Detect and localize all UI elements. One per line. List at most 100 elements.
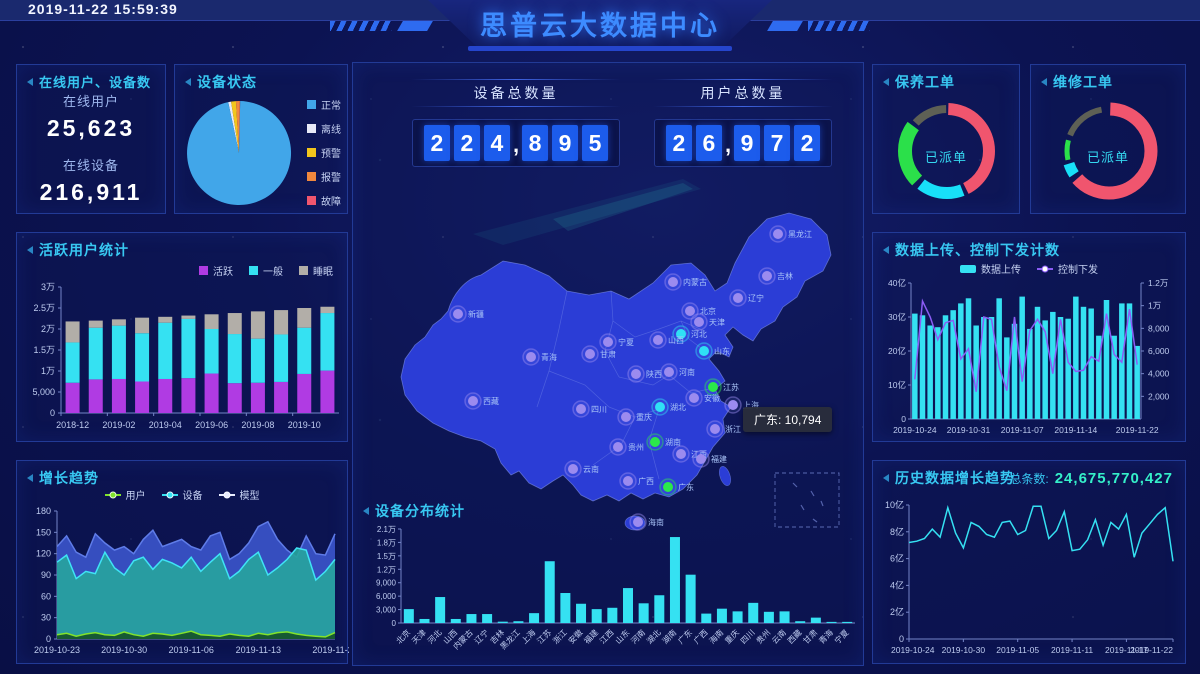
maintenance-donut-chart[interactable] (873, 91, 1021, 213)
svg-text:2019-11-13: 2019-11-13 (236, 645, 281, 655)
legend-item[interactable]: 睡眠 (299, 263, 333, 278)
svg-text:0: 0 (901, 414, 906, 424)
panel-active-users: 活跃用户统计 活跃 一般 睡眠 0 5,000 1万 1.5万 2万 2.5万 3万 2018-1… (16, 232, 348, 442)
svg-text:2019-11-06: 2019-11-06 (169, 645, 214, 655)
map-marker-辽宁[interactable]: 辽宁 (729, 289, 764, 307)
svg-text:贵州: 贵州 (628, 442, 644, 452)
svg-text:6,000: 6,000 (376, 592, 397, 601)
legend-item[interactable]: 正常 (307, 97, 341, 112)
china-outline[interactable] (400, 212, 832, 502)
bar-segment (111, 319, 126, 326)
legend-item[interactable]: 预警 (307, 145, 341, 160)
map-marker-河南[interactable]: 河南 (660, 363, 695, 381)
province-bar-江苏 (544, 561, 555, 623)
map-marker-安徽[interactable]: 安徽 (685, 389, 720, 407)
map-marker-湖南[interactable]: 湖南 (646, 433, 681, 451)
legend-item[interactable]: 离线 (307, 121, 341, 136)
upload-legend[interactable]: 数据上传 控制下发 (873, 261, 1185, 276)
bar-segment (250, 338, 265, 383)
svg-text:天津: 天津 (410, 627, 428, 645)
svg-text:4,000: 4,000 (1148, 369, 1170, 379)
map-marker-内蒙古[interactable]: 内蒙古 (664, 273, 707, 291)
history-line-chart[interactable]: 0 2亿 4亿 6亿 8亿 10亿 2019-10-24 2019-10-30 2019-11-… (873, 491, 1187, 663)
panel-repair-orders: 维修工单 已派单 (1030, 64, 1186, 214)
map-marker-天津[interactable]: 天津 (690, 313, 725, 331)
legend-item[interactable]: 报警 (307, 169, 341, 184)
svg-text:浙江: 浙江 (725, 424, 741, 434)
map-marker-广东[interactable]: 广东 (659, 478, 694, 496)
map-marker-海南[interactable]: 海南 (629, 513, 664, 531)
active-users-bar-chart[interactable]: 0 5,000 1万 1.5万 2万 2.5万 3万 2018-12 2019-02 2019-0… (17, 277, 349, 439)
svg-text:1.2万: 1.2万 (377, 565, 396, 574)
map-marker-云南[interactable]: 云南 (564, 460, 599, 478)
map-marker-湖北[interactable]: 湖北 (651, 398, 686, 416)
growth-legend[interactable]: 用户 设备 模型 (17, 487, 347, 502)
legend-item[interactable]: 数据上传 (960, 261, 1021, 276)
map-marker-四川[interactable]: 四川 (572, 400, 607, 418)
panel-title: 保养工单 (895, 74, 955, 90)
map-marker-重庆[interactable]: 重庆 (617, 408, 652, 426)
growth-area-chart[interactable]: 0 30 60 90 120 150 180 2019-10-23 2019-10-30 2019… (17, 503, 349, 663)
province-bar-天津 (419, 618, 430, 623)
kpi-line (411, 79, 621, 80)
device-status-pie-chart[interactable] (177, 91, 309, 213)
map-marker-山东[interactable]: 山东 (695, 342, 730, 360)
legend-item[interactable]: 一般 (249, 263, 283, 278)
map-marker-甘肃[interactable]: 甘肃 (581, 345, 616, 363)
legend-item[interactable]: 用户 (104, 487, 146, 502)
map-marker-西藏[interactable]: 西藏 (464, 392, 499, 410)
province-bar-福建 (591, 609, 602, 623)
map-marker-青海[interactable]: 青海 (522, 348, 557, 366)
svg-text:6,000: 6,000 (1148, 346, 1170, 356)
map-marker-浙江[interactable]: 浙江 (706, 420, 741, 438)
repair-donut-chart[interactable] (1031, 91, 1187, 213)
svg-text:0: 0 (46, 634, 51, 644)
svg-text:上海: 上海 (519, 627, 537, 645)
upload-bar (1073, 296, 1079, 419)
map-marker-广西[interactable]: 广西 (619, 472, 654, 490)
map-marker-新疆[interactable]: 新疆 (449, 305, 484, 323)
map-marker-北京[interactable]: 北京 (681, 302, 716, 320)
map-marker-吉林[interactable]: 吉林 (758, 267, 793, 285)
bar-segment (135, 333, 150, 382)
bar-segment (320, 306, 335, 314)
upload-bar (996, 298, 1002, 419)
online-users-value: 25,623 (46, 115, 136, 141)
map-marker-山西[interactable]: 山西 (649, 331, 684, 349)
svg-text:湖南: 湖南 (660, 627, 678, 645)
device-status-legend[interactable]: 正常离线预警报警故障 (307, 97, 341, 208)
legend-item[interactable]: 活跃 (199, 263, 233, 278)
map-marker-河北[interactable]: 河北 (672, 325, 707, 343)
panel-online-users: 在线用户、设备数 在线用户 25,623 在线设备 216,911 (16, 64, 166, 214)
svg-text:120: 120 (36, 549, 51, 559)
svg-text:4亿: 4亿 (890, 579, 904, 590)
map-marker-江苏[interactable]: 江苏 (704, 378, 739, 396)
svg-text:0: 0 (392, 619, 397, 628)
upload-bar (1019, 296, 1025, 419)
map-marker-陕西[interactable]: 陕西 (627, 365, 662, 383)
legend-item[interactable]: 控制下发 (1037, 261, 1098, 276)
device-distribution-bar-chart[interactable]: 03,0006,0009,0001.2万1.5万1.8万2.1万北京天津河北山西… (355, 523, 863, 665)
legend-item[interactable]: 模型 (218, 487, 260, 502)
upload-bar (1004, 337, 1010, 419)
legend-item[interactable]: 故障 (307, 193, 341, 208)
map-marker-贵州[interactable]: 贵州 (609, 438, 644, 456)
map-marker-黑龙江[interactable]: 黑龙江 (769, 225, 812, 243)
map-marker-宁夏[interactable]: 宁夏 (599, 333, 634, 351)
map-marker-福建[interactable]: 福建 (692, 450, 727, 468)
province-bar-山西 (450, 618, 461, 623)
map-marker-上海[interactable]: 上海 (724, 396, 759, 414)
upload-bar-line-chart[interactable]: 0 10亿 20亿 30亿 40亿 2,000 4,000 6,000 8,000 1万 1.2万 2… (873, 277, 1187, 441)
province-bar-上海 (529, 613, 540, 623)
online-devices-label: 在线设备 (62, 158, 119, 173)
digit-box: 9 (734, 125, 761, 161)
legend-item[interactable]: 设备 (161, 487, 203, 502)
svg-text:30: 30 (41, 613, 51, 623)
upload-bar (988, 317, 995, 419)
svg-text:河南: 河南 (679, 367, 695, 377)
page-title: 思普云大数据中心 (480, 10, 720, 41)
svg-text:60: 60 (41, 591, 51, 601)
digit-box: 8 (522, 125, 549, 161)
active-users-legend[interactable]: 活跃 一般 睡眠 (199, 263, 333, 278)
